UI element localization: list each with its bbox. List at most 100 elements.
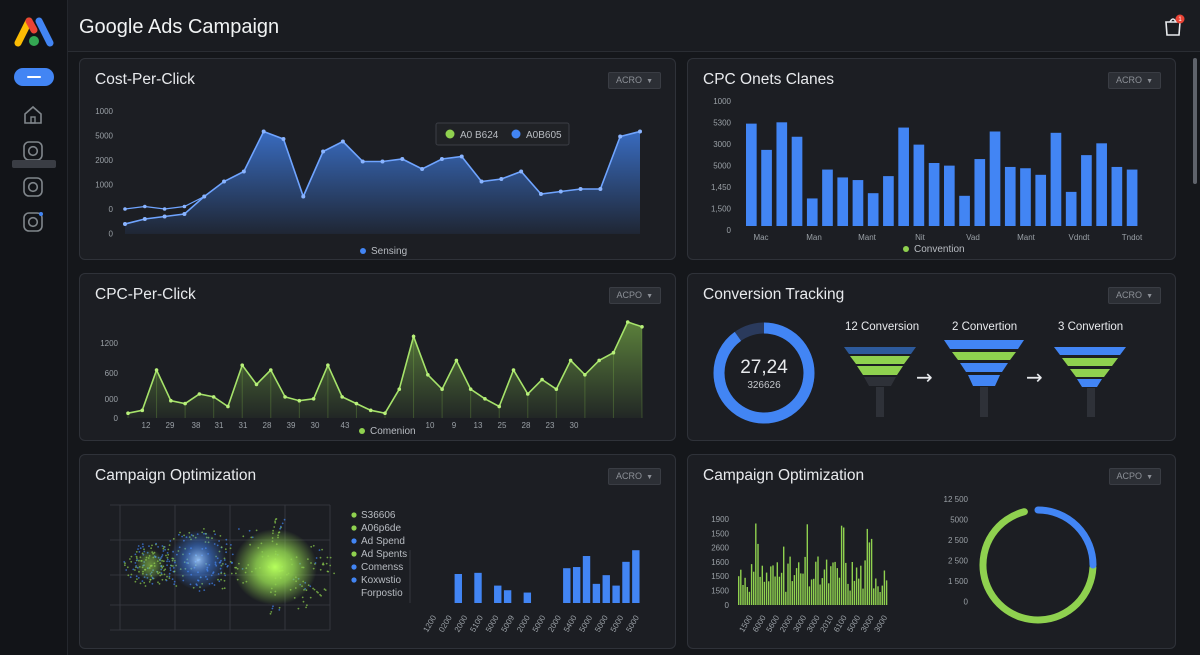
x-tick-label: Vad: [966, 233, 980, 242]
funnel-1-graphic: [844, 347, 916, 417]
range-dropdown[interactable]: ACPO ▼: [608, 287, 661, 304]
legend-swatch: [351, 512, 357, 518]
card-title: Cost-Per-Click: [95, 71, 195, 88]
scatter-point: [166, 560, 168, 563]
x-tick-label: 3000: [872, 613, 889, 633]
scatter-point: [167, 548, 170, 551]
bar: [800, 573, 802, 605]
scatter-point: [135, 555, 138, 558]
camera-icon[interactable]: [22, 211, 44, 233]
scatter-point: [161, 554, 164, 556]
data-point: [597, 358, 601, 363]
scatter-point: [161, 545, 164, 547]
range-dropdown[interactable]: ACPO ▼: [1108, 468, 1161, 485]
data-point: [499, 177, 504, 181]
range-dropdown[interactable]: ACRO ▼: [608, 468, 661, 485]
scatter-point: [173, 580, 176, 583]
bar: [928, 163, 940, 226]
data-point: [222, 179, 227, 184]
scatter-point: [137, 577, 140, 579]
data-point: [268, 368, 273, 372]
bar: [1035, 174, 1047, 226]
data-point: [540, 377, 544, 382]
bar: [582, 556, 591, 603]
data-point: [142, 217, 147, 221]
bar: [746, 123, 757, 226]
scatter-point: [166, 564, 168, 567]
home-icon[interactable]: [22, 104, 44, 126]
scatter-point: [157, 581, 159, 584]
bar: [785, 591, 787, 605]
y-tick-label: 1,500: [711, 205, 732, 214]
bar: [840, 525, 843, 605]
scatter-point: [150, 547, 152, 550]
scrollbar-thumb[interactable]: [1193, 58, 1197, 184]
scatter-point: [278, 606, 281, 609]
scatter-point: [223, 587, 226, 590]
scatter-point: [317, 591, 319, 594]
x-tick-label: 29: [166, 421, 175, 430]
bar: [989, 131, 1001, 226]
scatter-cluster-blue: [170, 530, 226, 590]
data-point: [397, 387, 402, 391]
x-tick-label: 2000: [546, 613, 563, 633]
funnel-2-label: 2 Convertion: [952, 321, 1018, 333]
scatter-point: [269, 612, 272, 615]
scatter-point: [169, 567, 172, 569]
bar: [873, 588, 875, 605]
scatter-point: [168, 572, 171, 575]
cpc-per-click-card: CPC-Per-Click ACPO ▼ 1200 600 000 0 12 29 38 31 3…: [79, 273, 676, 441]
bar: [761, 565, 763, 605]
bar: [776, 562, 778, 605]
range-dropdown[interactable]: ACRO ▼: [1108, 72, 1161, 89]
bar: [622, 561, 630, 603]
bar: [847, 583, 849, 605]
gauge-chart: 12 500 5000 2 500 2 500 1 500 0: [944, 495, 1097, 624]
legend-swatch: [351, 538, 357, 544]
bar: [862, 588, 864, 605]
camera-icon[interactable]: [22, 140, 44, 162]
bar: [883, 570, 886, 605]
scatter-point: [165, 554, 167, 557]
bag-icon[interactable]: 1: [1162, 14, 1186, 38]
bar: [881, 585, 883, 605]
data-point: [483, 397, 487, 401]
google-ads-logo[interactable]: [14, 13, 54, 49]
scatter-cluster-small: [136, 549, 164, 581]
x-tick-label: 5000: [624, 613, 641, 633]
scatter-point: [255, 529, 258, 532]
legend-swatch: [351, 564, 357, 570]
scatter-point: [312, 587, 314, 590]
scatter-point: [137, 548, 139, 550]
data-point: [154, 368, 159, 372]
y-tick-label: 0: [109, 230, 114, 239]
bar: [877, 586, 879, 605]
chevron-down-icon: ▼: [1146, 474, 1153, 481]
y-tick-label: 2 500: [948, 557, 969, 566]
y-tick-label: 1000: [713, 97, 731, 106]
legend-swatch: [359, 428, 365, 434]
data-point: [301, 194, 306, 199]
scatter-point: [173, 583, 176, 586]
range-dropdown[interactable]: ACRO ▼: [608, 72, 661, 89]
range-dropdown[interactable]: ACRO ▼: [1108, 287, 1161, 304]
funnel-3-graphic: [1054, 347, 1126, 417]
bar: [1096, 143, 1107, 226]
bar: [523, 592, 532, 603]
scatter-point: [312, 544, 315, 547]
scatter-point: [213, 530, 216, 533]
x-tick-label: Vdndt: [1069, 233, 1091, 242]
bar: [744, 577, 746, 605]
y-tick-label: 0: [964, 598, 969, 607]
data-point: [440, 387, 444, 391]
data-point: [354, 401, 359, 406]
bar: [772, 565, 774, 605]
data-point: [169, 398, 173, 403]
scatter-point: [169, 569, 172, 572]
bar: [742, 585, 744, 605]
scatter-point: [168, 560, 171, 563]
camera-icon[interactable]: [22, 176, 44, 198]
bar: [1065, 191, 1077, 226]
card-title: CPC-Per-Click: [95, 286, 196, 303]
create-button[interactable]: [14, 68, 54, 86]
